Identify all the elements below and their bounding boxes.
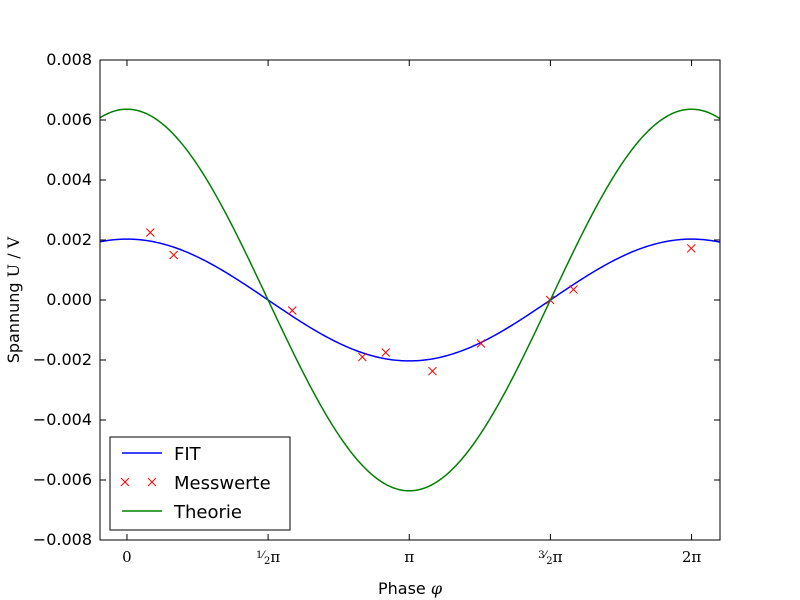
data-point — [569, 285, 578, 294]
y-axis-label: Spannung U / V — [4, 236, 23, 363]
series-fit — [100, 238, 720, 362]
data-point — [381, 348, 391, 357]
x-axis-label-symbol: φ — [431, 579, 443, 598]
x-tick-label-pi: π — [553, 548, 563, 566]
axis-labels: Phase φ Spannung U / V — [4, 236, 443, 598]
marker-stroke — [287, 306, 297, 315]
x-tick-label: 1⁄2π — [256, 548, 280, 567]
data-point — [686, 244, 696, 253]
legend-swatch-marker — [147, 477, 157, 487]
y-tick-label: 0.000 — [46, 290, 92, 309]
legend: FIT Messwerte Theorie — [109, 436, 291, 531]
x-tick-label-pi: π — [270, 548, 280, 566]
legend-label: Theorie — [173, 502, 242, 523]
y-tick-label: 0.002 — [46, 230, 92, 249]
y-tick-label: −0.004 — [33, 410, 92, 429]
marker-stroke — [358, 352, 367, 362]
data-point — [287, 306, 297, 315]
x-tick-label-num: 1 — [256, 550, 262, 561]
data-point — [145, 228, 155, 237]
legend-item-messwerte: Messwerte — [120, 473, 271, 494]
series-theorie — [100, 108, 720, 492]
axes-layer: −0.008 −0.006 −0.004 −0.002 0.000 0.002 0.004 0… — [33, 50, 721, 567]
series-line-fit — [100, 238, 720, 362]
series-messwerte — [145, 228, 696, 376]
x-tick-label: π — [404, 548, 414, 566]
y-tick-label: 0.008 — [46, 50, 92, 69]
y-tick-label: −0.006 — [33, 470, 92, 489]
x-tick-label: 2π — [682, 548, 702, 566]
x-axis-label: Phase φ — [378, 579, 443, 598]
marker-stroke — [145, 228, 155, 237]
y-tick-label: −0.008 — [33, 530, 92, 549]
marker-stroke — [428, 366, 437, 376]
data-point — [476, 339, 486, 348]
x-tick-label: 3⁄2π — [538, 548, 562, 567]
marker-stroke — [169, 250, 179, 260]
marker-stroke — [476, 339, 486, 348]
marker-stroke — [686, 244, 696, 253]
data-point — [358, 352, 367, 362]
x-tick-label-slash: ⁄ — [543, 550, 549, 561]
legend-item-theorie: Theorie — [122, 502, 242, 523]
marker-stroke — [381, 348, 391, 357]
y-tick-label: 0.006 — [46, 110, 92, 129]
legend-label: FIT — [174, 444, 202, 465]
data-point — [428, 366, 437, 376]
data-point — [169, 250, 179, 260]
x-tick-label-slash: ⁄ — [260, 550, 266, 561]
y-axis-label-unit: U / V — [4, 236, 23, 277]
series-layer — [100, 108, 720, 492]
marker-stroke — [569, 285, 578, 294]
y-tick-label: −0.002 — [33, 350, 92, 369]
series-line-theorie — [100, 108, 720, 492]
y-tick-label: 0.004 — [46, 170, 92, 189]
x-tick-label-den: 2 — [546, 556, 552, 567]
x-axis-label-text: Phase — [378, 579, 431, 598]
legend-swatch-marker — [120, 477, 130, 487]
x-tick-label: 0 — [122, 548, 132, 566]
y-axis-label-text: Spannung — [4, 277, 23, 363]
legend-label: Messwerte — [174, 473, 271, 494]
x-tick-label-den: 2 — [264, 556, 270, 567]
x-tick-label-num: 3 — [538, 550, 544, 561]
legend-item-fit: FIT — [122, 444, 202, 465]
